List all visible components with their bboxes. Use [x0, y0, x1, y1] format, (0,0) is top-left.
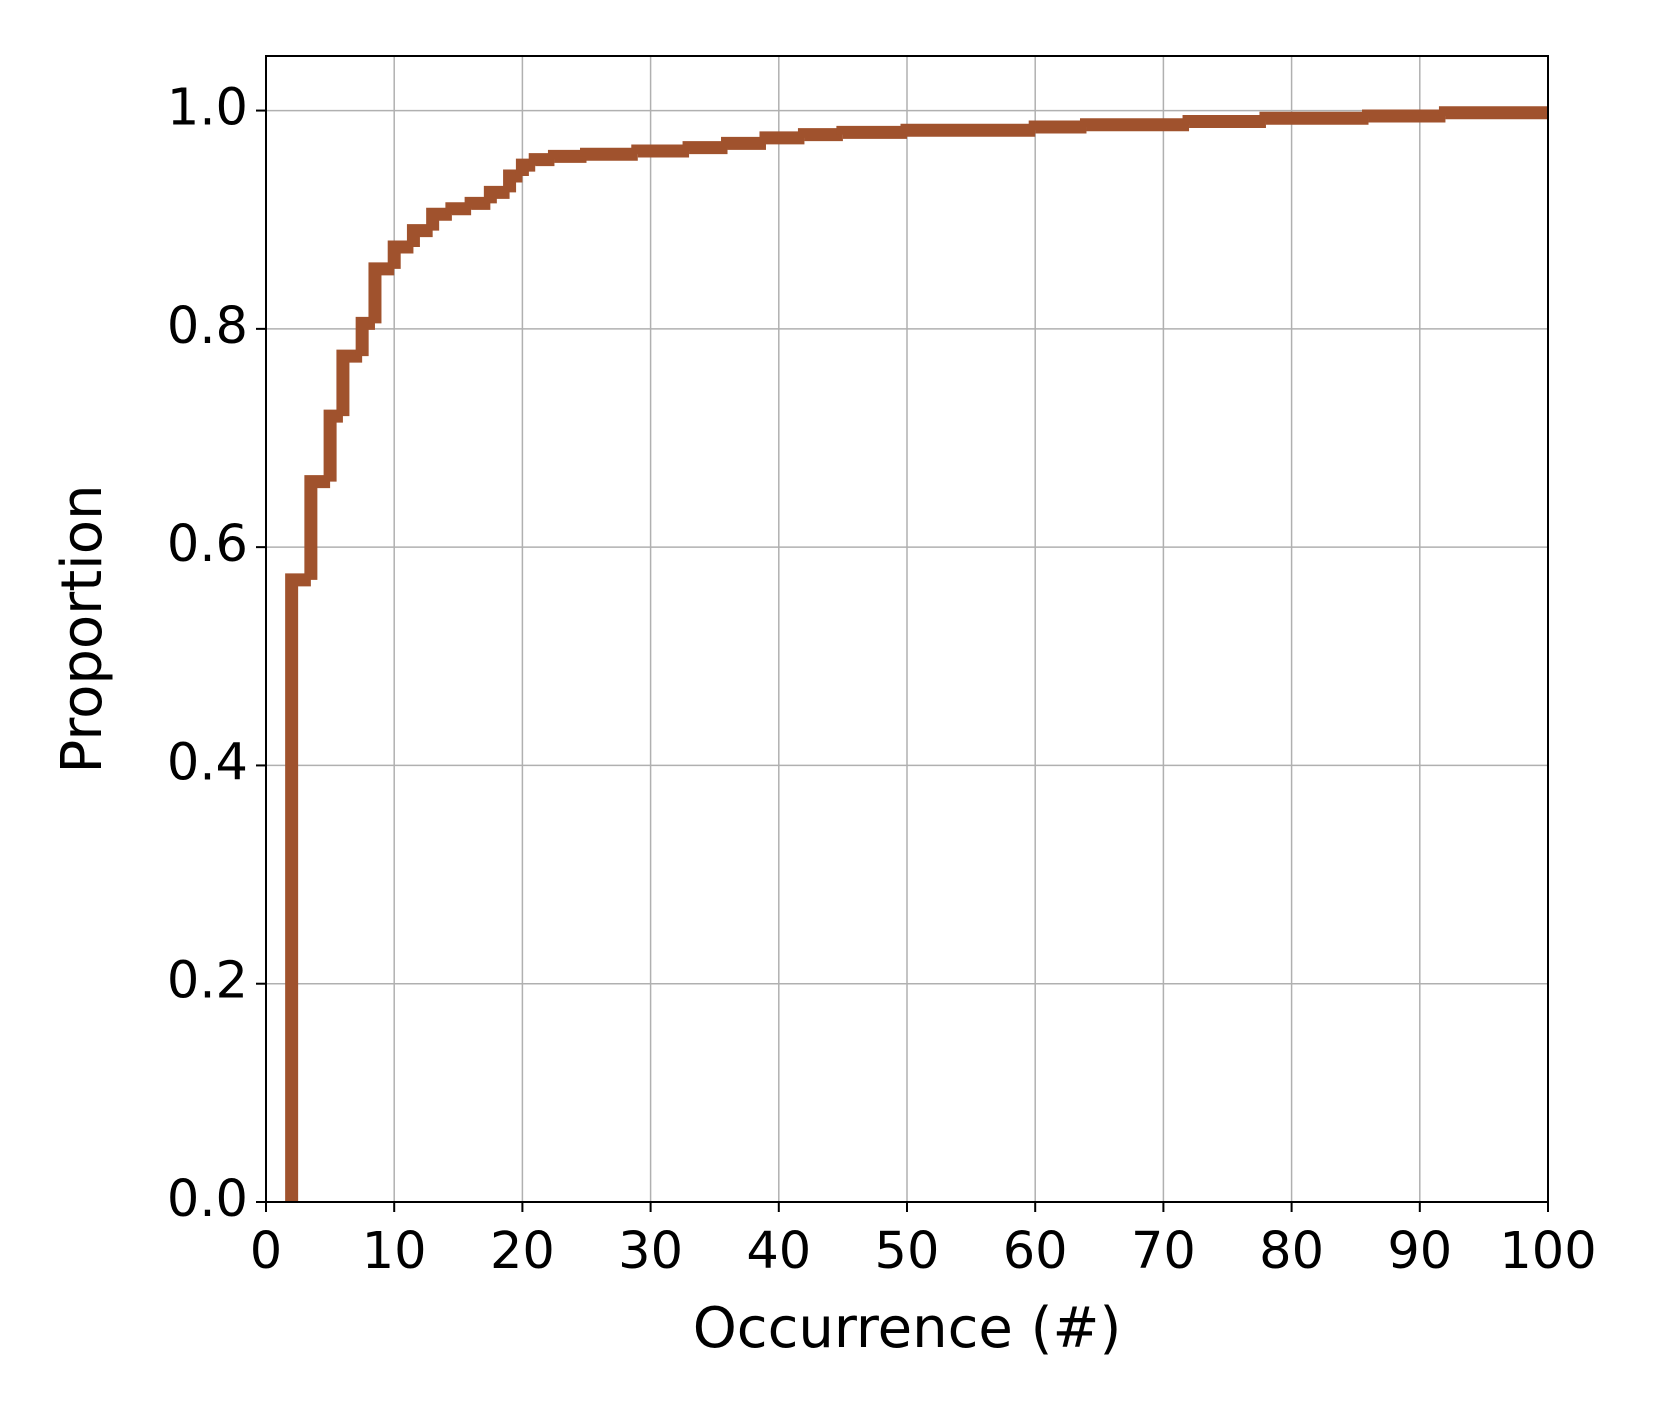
- step: [580, 147, 638, 161]
- step: [387, 240, 414, 269]
- step: [368, 262, 395, 324]
- step: [836, 125, 907, 139]
- step: [528, 153, 555, 167]
- step: [304, 475, 331, 580]
- y-tick-label: 0.4: [167, 733, 248, 792]
- y-tick-label: 1.0: [167, 79, 248, 138]
- step: [515, 158, 536, 177]
- step: [900, 123, 1036, 137]
- step: [1362, 109, 1446, 123]
- step: [406, 224, 433, 247]
- step: [547, 149, 587, 163]
- step: [631, 144, 690, 158]
- step: [1259, 111, 1369, 125]
- y-tick-label: 0.0: [167, 1170, 248, 1229]
- x-tick-label: 40: [746, 1222, 811, 1281]
- x-tick-label: 20: [490, 1222, 555, 1281]
- y-tick-label: 0.2: [167, 952, 248, 1011]
- y-tick-label: 0.8: [167, 297, 248, 356]
- x-tick-label: 0: [250, 1222, 282, 1281]
- y-axis-label: Proportion: [50, 485, 115, 774]
- step: [759, 131, 805, 145]
- y-tick-label: 0.6: [167, 515, 248, 574]
- step: [1028, 120, 1087, 134]
- step: [797, 128, 843, 142]
- step: [1438, 106, 1548, 120]
- step: [336, 349, 363, 417]
- step: [1079, 118, 1190, 132]
- x-tick-label: 80: [1259, 1222, 1324, 1281]
- x-tick-label: 100: [1499, 1222, 1596, 1281]
- step: [682, 141, 728, 155]
- x-tick-label: 70: [1131, 1222, 1196, 1281]
- x-tick-label: 30: [618, 1222, 683, 1281]
- step: [721, 136, 766, 150]
- step: [445, 202, 472, 216]
- x-tick-label: 90: [1387, 1222, 1452, 1281]
- x-axis-label: Occurrence (#): [693, 1296, 1122, 1361]
- step: [1182, 114, 1266, 128]
- step: [426, 207, 452, 231]
- step: [323, 409, 343, 482]
- step: [483, 185, 510, 204]
- step: [464, 196, 491, 210]
- x-tick-label: 10: [362, 1222, 427, 1281]
- x-tick-label: 60: [1003, 1222, 1068, 1281]
- plot-frame: [265, 55, 1549, 1203]
- step: [355, 316, 375, 357]
- step: [503, 169, 523, 193]
- x-tick-label: 50: [875, 1222, 940, 1281]
- step: [285, 573, 311, 1202]
